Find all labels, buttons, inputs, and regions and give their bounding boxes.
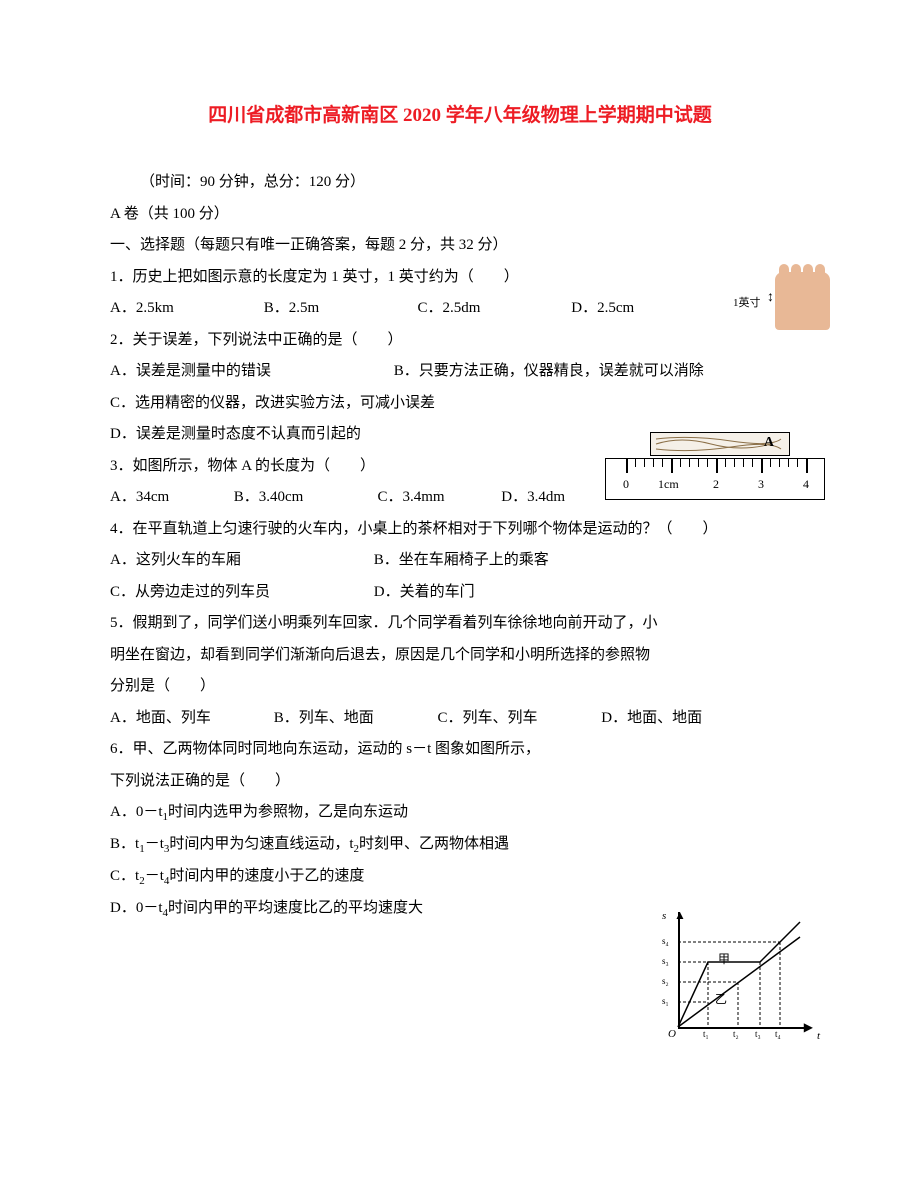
line-yi-label: 乙 [715,990,727,1007]
q4-row-cd: C．从旁边走过的列车员 D．关着的车门 [110,577,810,609]
q6-text-2: 下列说法正确的是（ ） [110,766,810,798]
q5-text-1: 5．假期到了，同学们送小明乘列车回家．几个同学看着列车徐徐地向前开动了，小 [110,608,810,640]
q4-opt-d: D．关着的车门 [374,584,475,600]
q2-opt-a: A．误差是测量中的错误 [110,356,390,388]
q1-text: 1．历史上把如图示意的长度定为 1 英寸，1 英寸约为（ ） [110,262,810,294]
q1-opt-c: C．2.5dm [418,293,568,325]
q1-options: A．2.5km B．2.5m C．2.5dm D．2.5cm [110,293,810,325]
t1-tick: t₁ [703,1029,709,1039]
q4-row-ab: A．这列火车的车厢 B．坐在车厢椅子上的乘客 [110,545,810,577]
q3-opt-c: C．3.4mm [378,482,498,514]
q6-text-1: 6．甲、乙两物体同时同地向东运动，运动的 s－t 图象如图所示， [110,734,810,766]
q4-text: 4．在平直轨道上匀速行驶的火车内，小桌上的茶杯相对于下列哪个物体是运动的？（ ） [110,514,810,546]
q1-opt-a: A．2.5km [110,293,260,325]
q3-opt-a: A．34cm [110,482,230,514]
s3-tick: s₃ [662,956,669,966]
s2-tick: s₂ [662,976,669,986]
q1-opt-d: D．2.5cm [571,293,634,325]
q5-opt-a: A．地面、列车 [110,703,270,735]
exam-title: 四川省成都市高新南区 2020 学年八年级物理上学期期中试题 [110,100,810,127]
q1-opt-b: B．2.5m [264,293,414,325]
ruler-tick-4: 4 [803,477,809,492]
t3-tick: t₃ [755,1029,761,1039]
q5-opt-c: C．列车、列车 [438,703,598,735]
q5-opt-b: B．列车、地面 [274,703,434,735]
q5-text-3: 分别是（ ） [110,671,810,703]
t-axis-label: t [817,1030,820,1042]
q2-text: 2．关于误差，下列说法中正确的是（ ） [110,325,810,357]
section-1-header: 一、选择题（每题只有唯一正确答案，每题 2 分，共 32 分） [110,230,810,262]
q4-opt-c: C．从旁边走过的列车员 [110,577,370,609]
q4-opt-b: B．坐在车厢椅子上的乘客 [374,552,549,568]
ruler-figure: A 0 1cm 2 3 4 [605,432,825,507]
ruler-tick-0: 0 [623,477,629,492]
st-graph-figure: ▲ ▶ s t O 甲 乙 s₁ s₂ s₃ s₄ t₁ t₂ t₃ t [660,912,815,1042]
q2-opt-c: C．选用精密的仪器，改进实验方法，可减小误差 [110,388,810,420]
hand-label: 1英寸 [733,294,761,310]
q3-opt-d: D．3.4dm [501,489,565,505]
q2-row-ab: A．误差是测量中的错误 B．只要方法正确，仪器精良，误差就可以消除 [110,356,810,388]
block-a-label: A [764,435,774,451]
hand-figure: 1英寸 ↕ [735,272,830,332]
q6-opt-c: C．t2－t4时间内甲的速度小于乙的速度 [110,861,810,893]
q6-opt-b: B．t1－t3时间内甲为匀速直线运动，t2时刻甲、乙两物体相遇 [110,829,810,861]
q2-opt-b: B．只要方法正确，仪器精良，误差就可以消除 [394,363,704,379]
exam-info: （时间：90 分钟，总分：120 分） [110,167,810,199]
hand-arrow-icon: ↕ [767,290,774,306]
ruler-tick-1cm: 1cm [658,477,679,492]
q4-opt-a: A．这列火车的车厢 [110,545,370,577]
line-jia-label: 甲 [718,950,730,967]
s4-tick: s₄ [662,936,669,946]
q5-opt-d: D．地面、地面 [601,710,702,726]
t4-tick: t₄ [775,1029,781,1039]
q5-text-2: 明坐在窗边，却看到同学们渐渐向后退去，原因是几个同学和小明所选择的参照物 [110,640,810,672]
s1-tick: s₁ [662,996,669,1006]
q3-opt-b: B．3.40cm [234,482,374,514]
section-a-header: A 卷（共 100 分） [110,199,810,231]
ruler-tick-2: 2 [713,477,719,492]
q5-options: A．地面、列车 B．列车、地面 C．列车、列车 D．地面、地面 [110,703,810,735]
q6-opt-a: A．0－t1时间内选甲为参照物，乙是向东运动 [110,797,810,829]
t2-tick: t₂ [733,1029,739,1039]
ruler-tick-3: 3 [758,477,764,492]
